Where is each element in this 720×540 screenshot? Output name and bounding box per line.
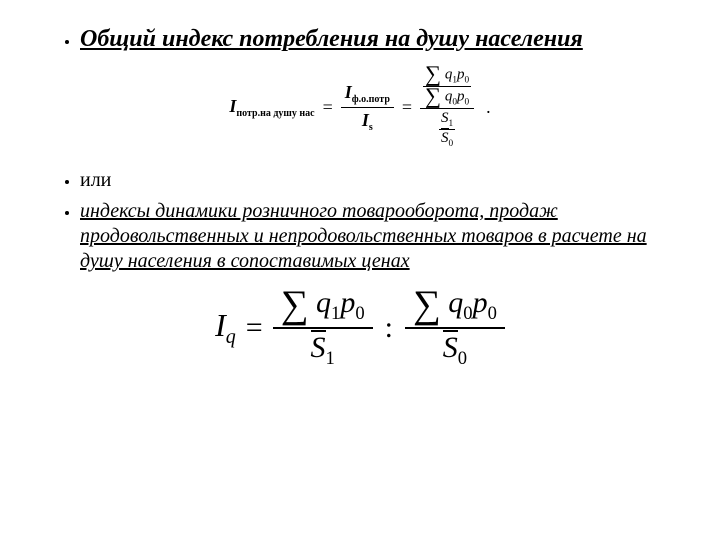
bullet-heading: Общий индекс потребления на душу населен… [80,24,680,54]
f2-p0a-sub: 0 [355,303,364,324]
f2-frac2: ∑ q0p0 S0 [405,284,505,372]
f1-S1-sub: 1 [449,119,454,129]
bullet-list: Общий индекс потребления на душу населен… [40,24,680,54]
bullet-list-2: или индексы динамики розничного товарооб… [40,168,680,274]
f2-p0a: p [340,286,355,319]
f1-mid-I-den: I [362,110,369,130]
f1-p0b-sub: 0 [465,97,470,107]
f1-S1: S [441,110,449,126]
f1-S0: S [441,130,449,146]
sigma-icon: ∑ [425,86,441,106]
sigma-icon: ∑ [281,287,309,322]
f2-S0-sub: 0 [458,348,467,369]
f1-eq1: = [323,97,333,118]
f1-rhs: ∑ q1p0 ∑ q0p0 S1 [420,64,474,150]
definition-text: индексы динамики розничного товарооборот… [80,200,647,272]
f2-q1-sub: 1 [331,303,340,324]
f2-S1-sub: 1 [326,348,335,369]
heading-text: Общий индекс потребления на душу населен… [80,26,583,52]
f2-q0-sub: 0 [463,303,472,324]
f2-I-sub: q [226,326,236,348]
f2-S0: S [443,331,458,364]
f1-mid-sub-den: s [369,122,373,133]
f1-mid-sub-num: ф.о.потр [352,94,390,105]
f2-colon: : [383,311,395,345]
f1-S0-sub: 0 [449,139,454,149]
f2-p0b: p [473,286,488,319]
f1-mid: Iф.о.потр Is [341,80,394,135]
f1-p0a: p [457,67,465,83]
f1-mid-I-num: I [345,82,352,102]
f2-eq: = [246,311,263,345]
f1-dot: . [482,97,491,118]
f1-eq2: = [402,97,412,118]
f2-lhs: Iq [215,307,236,349]
formula-2: Iq = ∑ q1p0 S1 : ∑ q0p0 S0 [40,284,680,372]
f1-p0b: p [457,88,465,104]
f1-lhs: Iпотр.на душу нас [229,96,314,119]
f1-lhs-sub: потр.на душу нас [236,108,314,119]
f2-S1: S [311,331,326,364]
or-text: или [80,169,111,191]
bullet-definition: индексы динамики розничного товарооборот… [80,199,680,274]
f2-frac1: ∑ q1p0 S1 [273,284,373,372]
f2-q1: q [316,286,331,319]
f2-p0b-sub: 0 [488,303,497,324]
sigma-icon: ∑ [425,64,441,84]
formula-1: Iпотр.на душу нас = Iф.о.потр Is = ∑ [40,64,680,150]
f1-p0a-sub: 0 [465,76,470,86]
f2-I: I [215,307,226,343]
f2-q0: q [448,286,463,319]
bullet-or: или [80,168,680,193]
sigma-icon: ∑ [413,287,441,322]
